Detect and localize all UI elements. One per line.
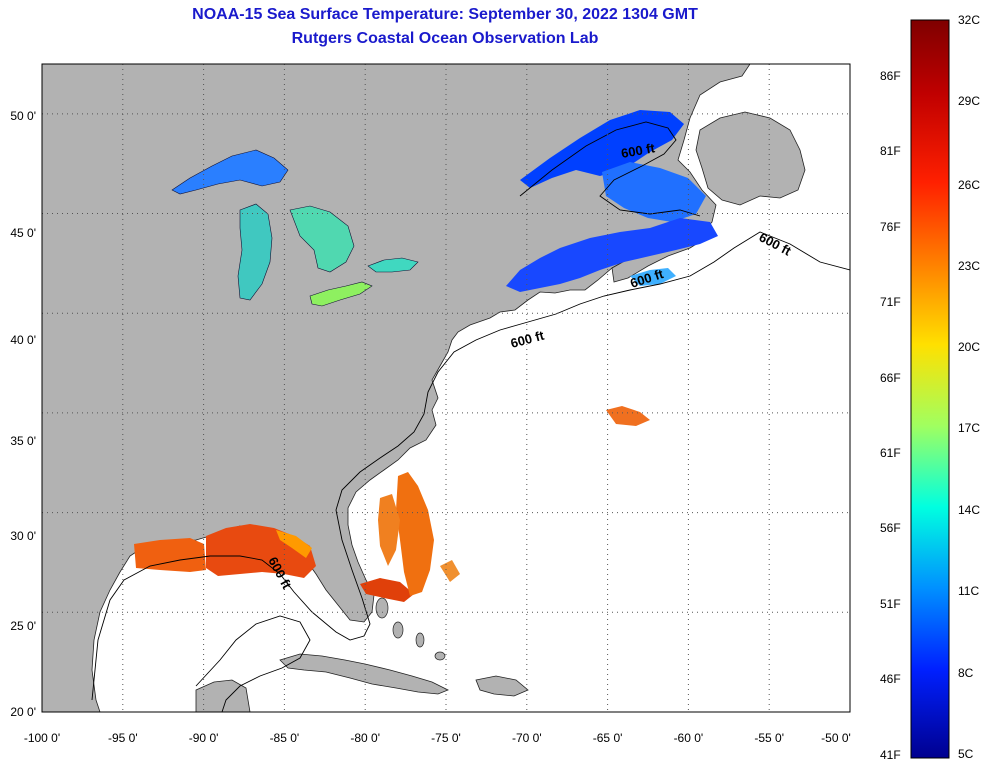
lon-tick-label: -95 0' [108,731,138,745]
lat-tick-label: 30 0' [10,529,36,543]
lake-michigan [237,203,273,301]
colorbar-c-label: 23C [958,259,980,273]
colorbar-c-label: 11C [958,584,979,598]
contour-label-gulf-st-lawrence: 600 ft [620,140,657,161]
colorbar-f-label: 41F [880,748,901,762]
colorbar-f-label: 46F [880,672,901,686]
sst-warm-water [134,406,650,602]
colorbar-c-label: 26C [958,178,980,192]
great-lakes [171,149,419,307]
colorbar-scale [910,19,950,759]
land-hispaniola [475,675,529,697]
land-yucatan [195,679,251,712]
land-newfoundland [695,111,806,206]
lon-tick-label: -100 0' [24,731,60,745]
lon-tick-label: -55 0' [754,731,784,745]
colorbar-celsius-labels: 32C 29C 26C 23C 20C 17C 14C 11C 8C 5C [958,13,980,761]
lat-tick-label: 45 0' [10,226,36,240]
lon-tick-label: -50 0' [821,731,851,745]
colorbar-f-label: 81F [880,144,901,158]
colorbar-f-label: 86F [880,69,901,83]
land-cuba [279,653,449,695]
colorbar-f-label: 76F [880,220,901,234]
longitude-axis: -100 0' -95 0' -90 0' -85 0' -80 0' -75 … [24,731,851,745]
lon-tick-label: -65 0' [593,731,623,745]
lat-tick-label: 40 0' [10,333,36,347]
isobath-600ft [91,231,850,701]
lat-tick-label: 35 0' [10,434,36,448]
lon-tick-label: -75 0' [431,731,461,745]
lon-tick-label: -85 0' [270,731,300,745]
colorbar-f-label: 66F [880,371,901,385]
lake-ontario [367,257,419,273]
colorbar-fahrenheit-labels: 86F 81F 76F 71F 66F 61F 56F 51F 46F 41F [880,69,901,762]
colorbar-c-label: 17C [958,421,980,435]
lake-erie [309,281,373,307]
map-subtitle: Rutgers Coastal Ocean Observation Lab [291,30,599,47]
colorbar-c-label: 14C [958,503,980,517]
colorbar-c-label: 8C [958,666,974,680]
sst-cold-water [506,110,718,292]
lake-huron [289,205,355,273]
colorbar-c-label: 5C [958,747,974,761]
colorbar-f-label: 71F [880,295,901,309]
colorbar-f-label: 56F [880,521,901,535]
lon-tick-label: -60 0' [674,731,704,745]
colorbar-c-label: 32C [958,13,980,27]
lake-superior [171,149,289,195]
colorbar-c-label: 29C [958,94,980,108]
isobath-gulf-basin [195,615,311,712]
gridlines [42,64,850,712]
latitude-axis: 50 0' 45 0' 40 0' 35 0' 30 0' 25 0' 20 0… [10,109,36,719]
isobath-600ft-gulf [519,121,701,217]
map-title: NOAA-15 Sea Surface Temperature: Septemb… [192,6,698,23]
colorbar-f-label: 61F [880,446,901,460]
colorbar-f-label: 51F [880,597,901,611]
lon-tick-label: -80 0' [350,731,380,745]
lat-tick-label: 50 0' [10,109,36,123]
colorbar-c-label: 20C [958,340,980,354]
land-bahamas [375,597,446,661]
colorbar: 86F 81F 76F 71F 66F 61F 56F 51F 46F 41F … [880,13,980,762]
lat-tick-label: 20 0' [10,705,36,719]
lon-tick-label: -90 0' [189,731,219,745]
lon-tick-label: -70 0' [512,731,542,745]
map-frame [41,63,851,713]
lat-tick-label: 25 0' [10,619,36,633]
